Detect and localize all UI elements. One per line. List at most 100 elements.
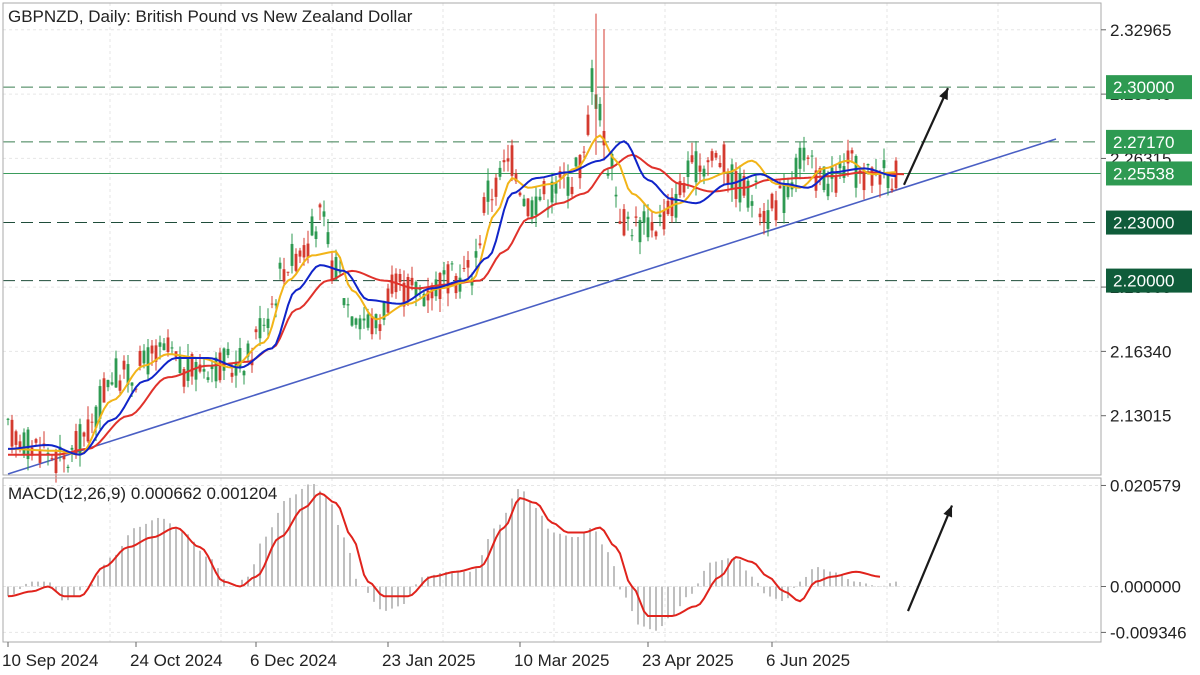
macd-histogram-bar (877, 586, 879, 587)
macd-histogram-bar (121, 545, 123, 587)
macd-histogram-bar (409, 586, 411, 596)
macd-histogram-bar (625, 586, 627, 598)
candle-body (802, 147, 806, 161)
grid (3, 3, 1101, 642)
candle-body (230, 372, 234, 377)
candle-body (254, 329, 258, 333)
candle-body (582, 151, 586, 153)
time-tick-label: 23 Apr 2025 (642, 651, 734, 670)
candle-body (366, 314, 370, 328)
candle-body (486, 180, 490, 202)
candle-body (106, 379, 110, 388)
candle-body (270, 303, 274, 305)
macd-histogram-bar (73, 586, 75, 596)
candle-body (242, 370, 246, 376)
time-tick-label: 6 Jun 2025 (766, 651, 850, 670)
candle-body (490, 199, 494, 201)
candle-body (714, 152, 718, 158)
macd-histogram-bar (829, 571, 831, 587)
candle-body (70, 447, 74, 450)
macd-histogram-bar (49, 582, 51, 587)
moving-average-yellow (8, 134, 897, 456)
candle-body (766, 210, 770, 229)
candles (6, 13, 898, 483)
candle-body (294, 253, 298, 271)
macd-histogram-bar (613, 566, 615, 587)
macd-histogram-bar (211, 559, 213, 587)
macd-histogram-bar (451, 571, 453, 587)
macd-histogram-bar (175, 528, 177, 587)
macd-histogram-bar (229, 585, 231, 587)
trend-arrow[interactable] (902, 87, 950, 186)
candle-body (518, 192, 522, 196)
macd-histogram-bar (553, 532, 555, 587)
macd-histogram-bar (403, 586, 405, 604)
candle-body (398, 274, 402, 283)
macd-histogram-bar (853, 581, 855, 587)
macd-histogram-bar (535, 507, 537, 587)
candle-body (90, 421, 94, 423)
candle-body (646, 217, 650, 238)
macd-histogram-bar (577, 536, 579, 587)
candle-body (626, 216, 630, 219)
candle-body (370, 315, 374, 335)
candle-body (550, 181, 554, 203)
macd-histogram-bar (271, 527, 273, 587)
candle-body (258, 318, 262, 339)
macd-histogram-bar (79, 586, 81, 591)
macd-histogram-bar (889, 583, 891, 587)
macd-histogram-bar (619, 586, 621, 590)
macd-histogram-bar (511, 498, 513, 587)
trend-arrow[interactable] (906, 505, 954, 612)
candle-body (538, 196, 542, 201)
candle-body (570, 186, 574, 195)
candle-body (498, 167, 502, 177)
macd-histogram-bar (151, 520, 153, 587)
time-tick-label: 23 Jan 2025 (382, 651, 476, 670)
candle-body (298, 250, 302, 257)
arrows[interactable] (902, 87, 954, 612)
candle-body (290, 243, 294, 266)
macd-histogram-bar (97, 575, 99, 587)
macd-histogram-bar (583, 532, 585, 587)
candle-body (514, 173, 518, 182)
candle-body (154, 345, 158, 362)
macd-histogram-bar (355, 578, 357, 587)
candle-body (350, 316, 354, 326)
candle-body (238, 348, 242, 368)
macd-histogram-bar (679, 586, 681, 607)
candle-body (330, 260, 334, 280)
candle-body (622, 209, 626, 236)
candle-body (834, 176, 838, 193)
trendline-layer[interactable] (7, 138, 1057, 475)
macd-histogram-bar (199, 550, 201, 587)
macd-histogram-bar (37, 581, 39, 587)
macd-histogram-bar (253, 564, 255, 587)
macd-histogram-bar (427, 576, 429, 587)
candle-body (450, 263, 454, 265)
candle-body (706, 160, 710, 163)
level-badge (1106, 268, 1192, 293)
macd-histogram-bar (571, 537, 573, 587)
candle-body (446, 264, 450, 294)
candle-body (118, 380, 122, 391)
moving-average-blue (7, 140, 897, 456)
candle-body (50, 458, 54, 460)
macd-histogram-bar (415, 584, 417, 587)
macd-histogram-bar (91, 584, 93, 587)
candle-body (774, 200, 778, 221)
candle-body (78, 424, 82, 456)
candle-body (222, 348, 226, 371)
macd-histogram-bar (457, 571, 459, 587)
macd-histogram-bar (475, 568, 477, 587)
macd-histogram-bar (277, 512, 279, 587)
candle-body (722, 144, 726, 173)
candle-body (30, 447, 34, 456)
candle-body (606, 173, 610, 176)
macd-histogram-bar (43, 581, 45, 587)
macd-histogram-bar (697, 583, 699, 587)
support-trendline[interactable] (7, 138, 1057, 475)
candle-body (198, 364, 202, 372)
macd-histogram-bar (559, 533, 561, 587)
arrow-head-icon (943, 505, 953, 518)
